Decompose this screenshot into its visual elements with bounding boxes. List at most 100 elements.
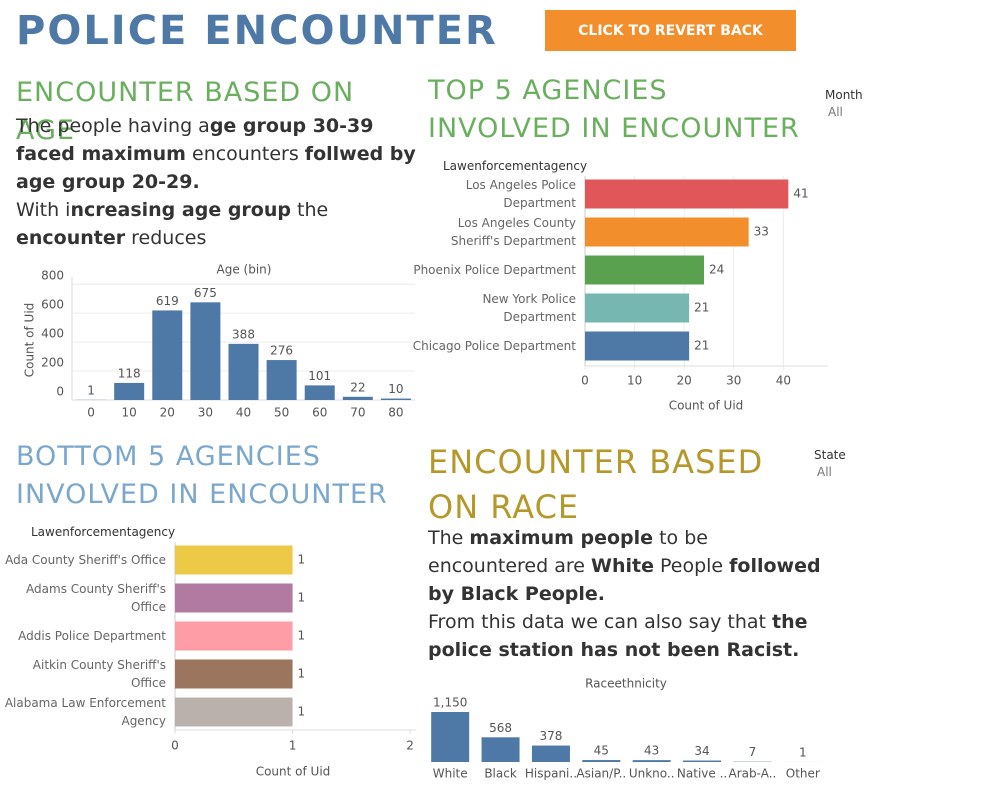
text: encounters <box>185 143 305 165</box>
bar <box>114 382 145 400</box>
value-label: 1 <box>298 667 306 681</box>
x-tick-label: 0 <box>581 374 589 388</box>
x-tick-label: Asian/P.. <box>576 767 626 781</box>
bar <box>175 659 293 689</box>
text: The <box>428 527 470 549</box>
value-label: 41 <box>793 187 808 201</box>
y-tick-label: Aitkin County Sheriff's Office <box>32 658 166 690</box>
page-title: POLICE ENCOUNTER <box>16 8 498 54</box>
y-tick-label: 400 <box>41 327 64 341</box>
bar <box>585 179 789 209</box>
x-tick-label: 40 <box>236 406 251 420</box>
bold-text: maximum people <box>469 527 654 549</box>
bar <box>152 310 183 400</box>
x-tick-label: Arab-A.. <box>729 767 777 781</box>
description: The maximum people to be encountered are… <box>428 524 823 664</box>
x-axis-title: Count of Uid <box>256 765 331 779</box>
bar <box>266 360 297 400</box>
y-tick-label: 0 <box>56 385 64 399</box>
value-label: 1 <box>298 629 306 643</box>
bar <box>175 545 293 575</box>
x-axis-title: Count of Uid <box>669 399 744 413</box>
value-label: 21 <box>694 339 709 353</box>
value-label: 24 <box>709 263 724 277</box>
bold-text: follwed by age group 20-29. <box>16 143 416 193</box>
section-heading: BOTTOM 5 AGENCIES INVOLVED IN ENCOUNTER <box>16 441 388 510</box>
bar <box>683 760 722 762</box>
x-tick-label: 20 <box>160 406 175 420</box>
value-label: 388 <box>232 327 255 341</box>
x-tick-label: 60 <box>312 406 327 420</box>
x-tick-label: 30 <box>726 374 741 388</box>
text: the <box>290 199 329 221</box>
bar <box>585 217 749 247</box>
y-tick-label: New York Police Department <box>482 292 576 324</box>
value-label: 101 <box>308 369 331 383</box>
category-header: Lawenforcementagency <box>31 525 176 539</box>
x-tick-label: 70 <box>350 406 365 420</box>
bar <box>342 396 373 400</box>
value-label: 675 <box>194 286 217 300</box>
value-label: 43 <box>644 744 659 758</box>
x-tick-label: 0 <box>171 739 179 753</box>
value-label: 1 <box>298 591 306 605</box>
x-tick-label: Hispani.. <box>525 767 577 781</box>
y-tick-label: Chicago Police Department <box>412 339 576 353</box>
y-tick-label: 200 <box>41 356 64 370</box>
value-label: 21 <box>694 301 709 315</box>
description-line: The people having age group 30-39 faced … <box>16 112 416 196</box>
value-label: 118 <box>118 366 141 380</box>
y-tick-label: Phoenix Police Department <box>413 263 576 277</box>
text: From this data we can also say that <box>428 611 773 633</box>
bold-text: ge group 30-39 faced maximum <box>16 115 374 165</box>
y-tick-label: Los Angeles County Sheriff's Department <box>450 216 576 248</box>
x-tick-label: 50 <box>274 406 289 420</box>
y-tick-label: Los Angeles Police Department <box>465 178 576 210</box>
bold-text: White <box>590 555 654 577</box>
text: to be encountered are <box>428 527 708 577</box>
bar <box>481 737 520 762</box>
x-tick-label: 10 <box>122 406 137 420</box>
filter-label: Month <box>825 88 863 102</box>
x-tick-label: Black <box>484 767 517 781</box>
revert-button[interactable]: CLICK TO REVERT BACK <box>545 10 796 51</box>
value-label: 619 <box>156 294 179 308</box>
bold-text: the police station has not been Racist. <box>428 611 808 661</box>
x-tick-label: 80 <box>388 406 403 420</box>
bar <box>582 760 621 762</box>
bar <box>632 760 671 762</box>
y-tick-label: Addis Police Department <box>18 629 166 643</box>
bar <box>431 712 470 762</box>
section-heading: ENCOUNTER BASED ON AGE <box>16 77 355 146</box>
value-label: 378 <box>539 729 562 743</box>
bar <box>585 293 690 323</box>
y-axis-title: Count of Uid <box>23 303 37 378</box>
y-tick-label: 600 <box>41 298 64 312</box>
text: reduces <box>125 227 207 249</box>
section-heading: TOP 5 AGENCIES INVOLVED IN ENCOUNTER <box>428 75 800 144</box>
x-tick-label: White <box>433 767 468 781</box>
bar <box>585 255 705 285</box>
text: With i <box>16 199 71 221</box>
value-label: 568 <box>489 721 512 735</box>
x-tick-label: 0 <box>87 406 95 420</box>
bar <box>228 343 259 400</box>
bold-text: encounter <box>16 227 126 249</box>
description-line: From this data we can also say that the … <box>428 608 823 664</box>
y-tick-label: Adams County Sheriff's Office <box>26 582 166 614</box>
value-label: 22 <box>350 380 365 394</box>
bar <box>304 385 335 400</box>
y-tick-label: 800 <box>41 269 64 283</box>
value-label: 1 <box>298 705 306 719</box>
value-label: 1 <box>298 553 306 567</box>
filter-value: All <box>828 105 843 119</box>
x-axis-title: Age (bin) <box>217 263 272 277</box>
text: People <box>653 555 730 577</box>
description-line: The maximum people to be encountered are… <box>428 524 823 608</box>
bold-text: ncreasing age group <box>70 199 291 221</box>
x-tick-label: 40 <box>776 374 791 388</box>
bar <box>175 583 293 613</box>
x-axis-title: Raceethnicity <box>585 677 667 691</box>
